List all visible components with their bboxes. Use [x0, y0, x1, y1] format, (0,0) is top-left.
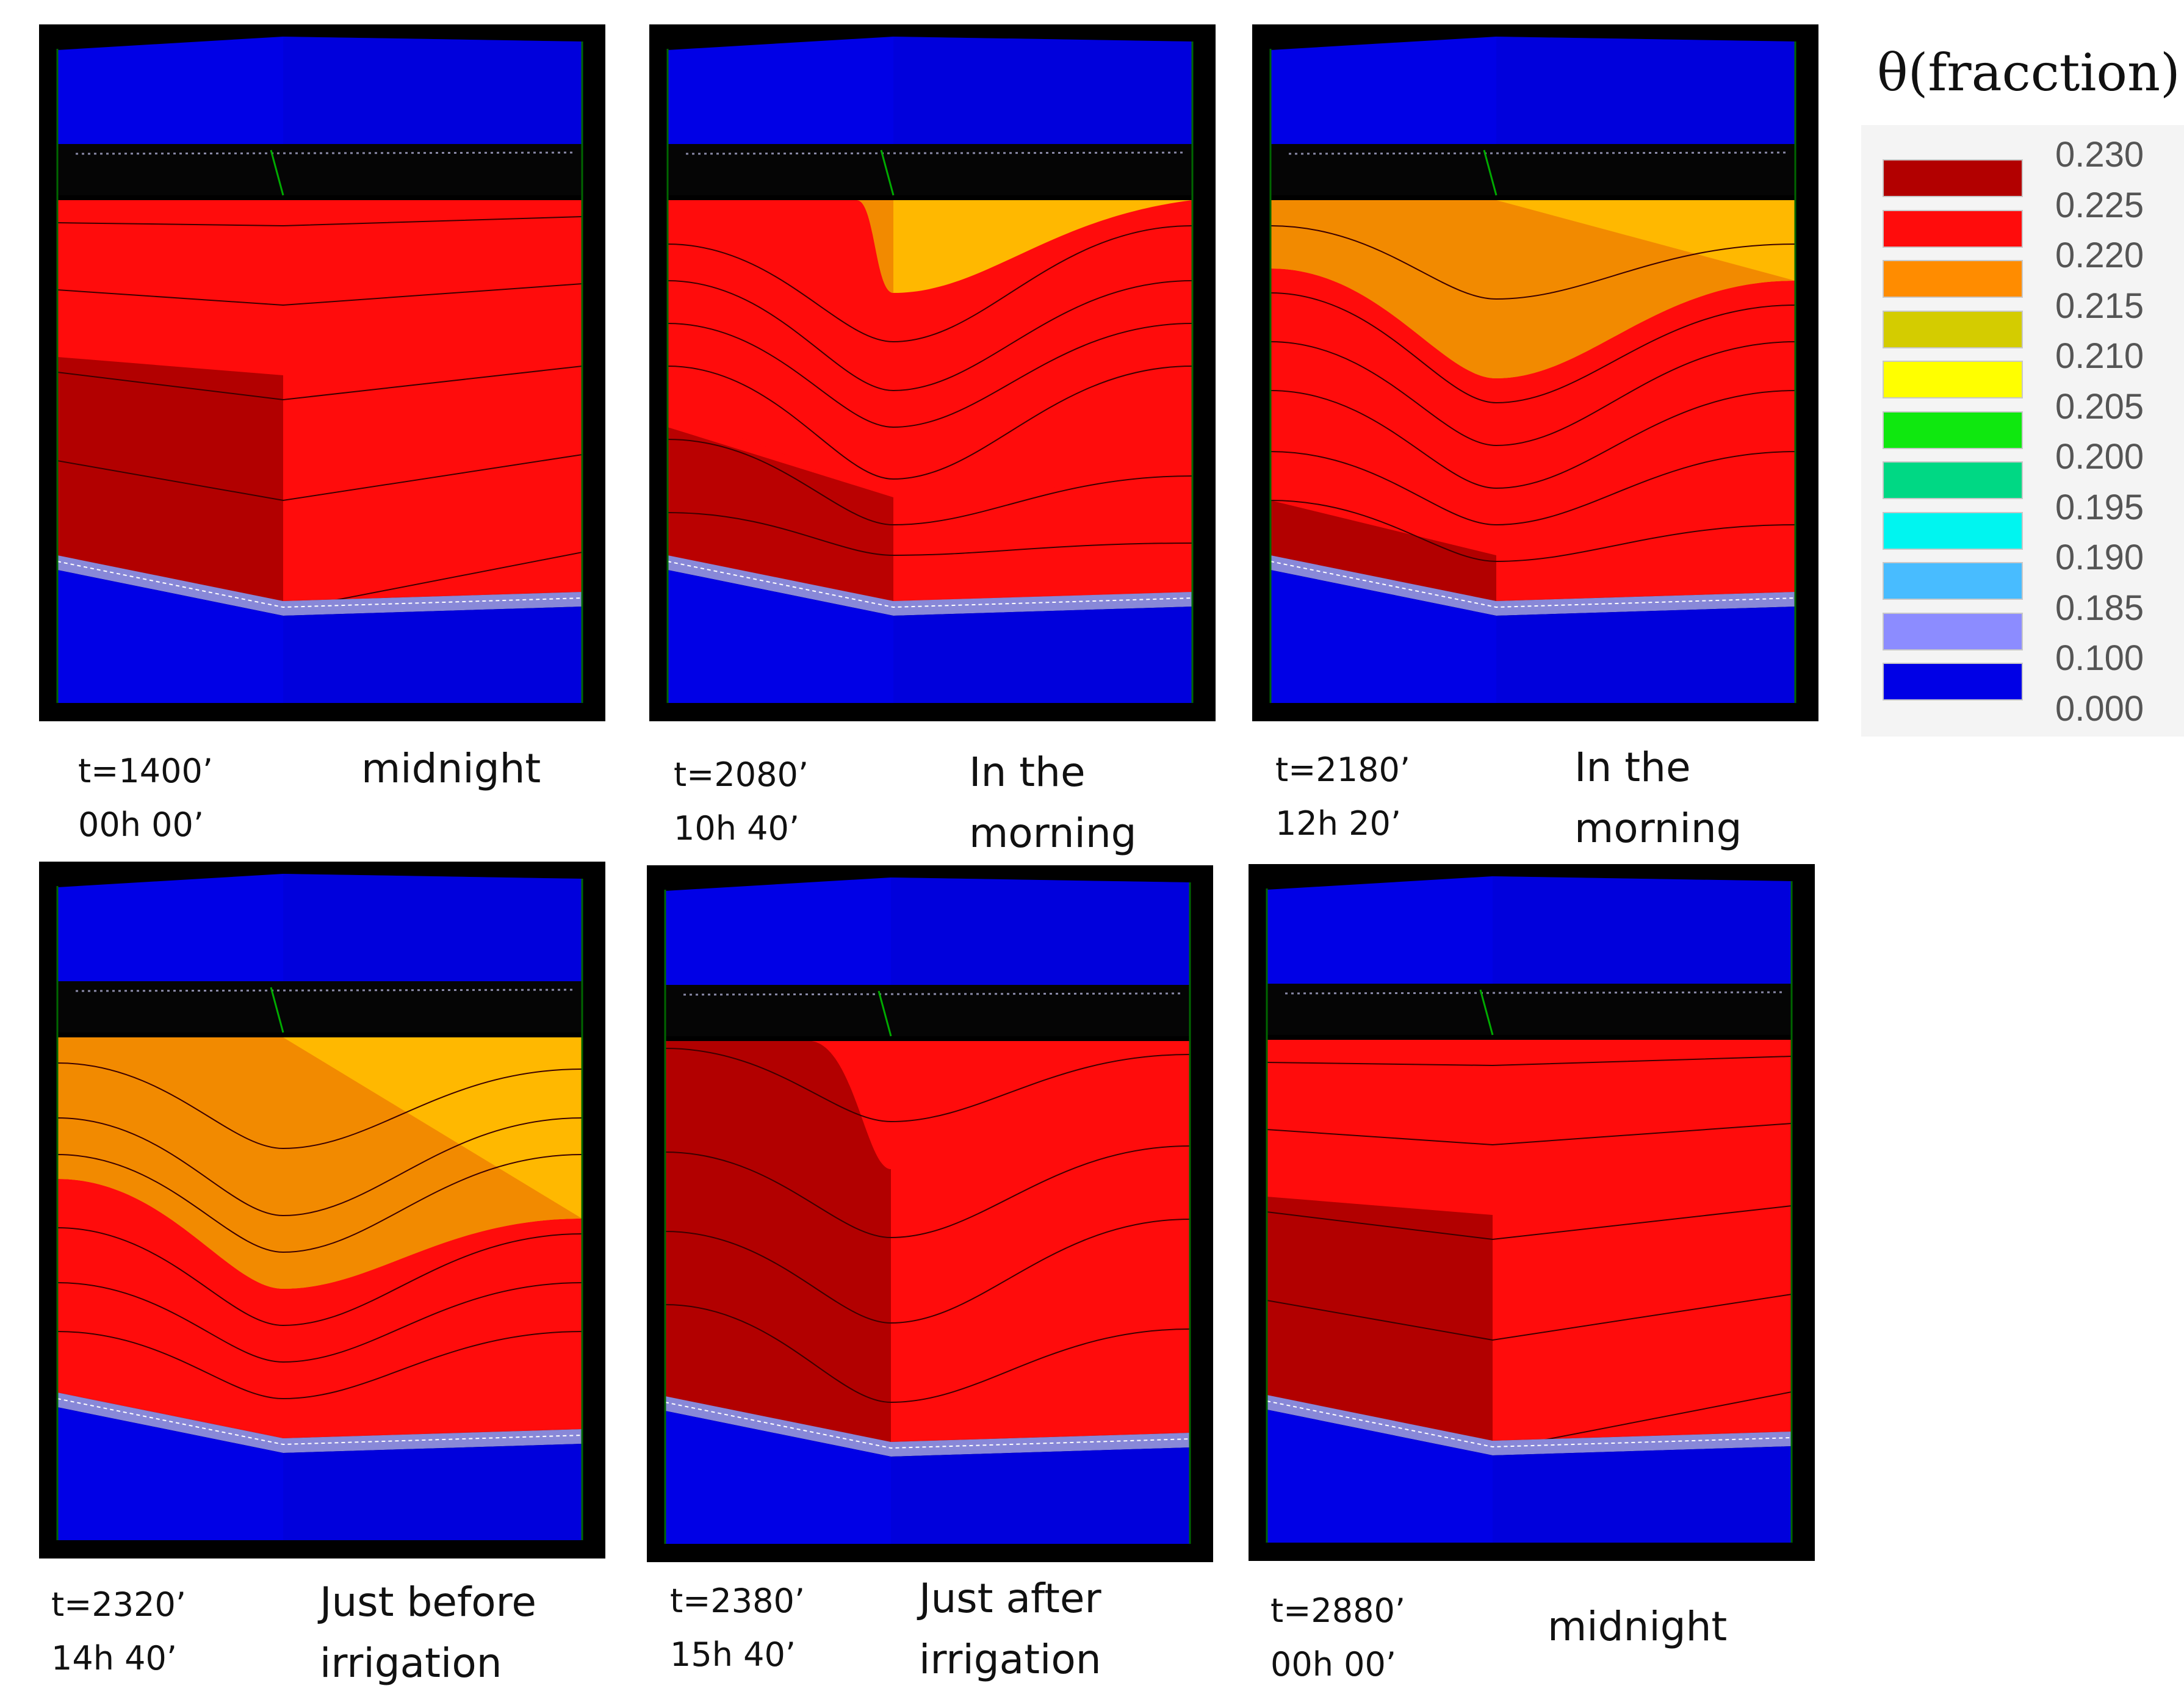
- legend-title: θ(fracction): [1877, 43, 2180, 103]
- membrane-layer: [1267, 1395, 1792, 1455]
- legend-value: 0.205: [2055, 386, 2144, 427]
- membrane-layer: [665, 1396, 1190, 1457]
- top-layer: [665, 877, 1190, 985]
- bottom-layer: [665, 1411, 1190, 1544]
- time-label: t=1400’ 00h 00’: [78, 752, 214, 844]
- membrane-layer: [1270, 555, 1795, 616]
- legend-value: 0.190: [2055, 538, 2144, 577]
- legend-value: 0.185: [2055, 588, 2144, 628]
- legend-value: 0.210: [2055, 336, 2144, 376]
- simulation-panel-2: [649, 24, 1216, 721]
- color-legend: θ(fracction) 0.230 0.225 0.220 0.215 0.210 0.…: [1860, 0, 2184, 744]
- membrane-layer: [668, 555, 1192, 616]
- legend-swatch: [1883, 612, 2023, 650]
- legend-value: 0.195: [2055, 487, 2144, 527]
- top-layer: [668, 37, 1192, 144]
- time-label: t=2320’ 14h 40’: [51, 1585, 187, 1677]
- bottom-layer: [1270, 570, 1795, 703]
- description-label: midnight: [361, 745, 541, 792]
- description-label: midnight: [1548, 1603, 1728, 1650]
- legend-swatch: [1883, 361, 2023, 398]
- legend-value: 0.220: [2055, 236, 2144, 275]
- top-layer: [1267, 876, 1792, 984]
- top-layer: [1270, 37, 1795, 144]
- legend-swatch: [1883, 461, 2023, 499]
- legend-swatch: [1883, 511, 2023, 550]
- description-label: Just before irrigation: [320, 1579, 536, 1687]
- simulation-panel-1: [39, 24, 605, 721]
- legend-swatch: [1883, 411, 2023, 449]
- time-label: t=2380’ 15h 40’: [670, 1582, 805, 1674]
- legend-value: 0.230: [2055, 135, 2144, 175]
- description-label: In the morning: [969, 749, 1137, 857]
- legend-swatch: [1883, 159, 2023, 197]
- bottom-layer: [57, 570, 582, 703]
- membrane-layer: [57, 555, 582, 616]
- time-label: t=2880’ 00h 00’: [1270, 1591, 1406, 1684]
- bottom-layer: [668, 570, 1192, 703]
- legend-value: 0.000: [2055, 688, 2144, 729]
- bottom-layer: [57, 1407, 582, 1540]
- legend-swatch: [1883, 562, 2023, 600]
- simulation-panel-4: [39, 862, 605, 1558]
- time-label: t=2180’ 12h 20’: [1275, 751, 1411, 843]
- legend-swatch: [1883, 260, 2023, 298]
- legend-value: 0.100: [2055, 638, 2144, 678]
- legend-swatch: [1883, 310, 2023, 348]
- top-layer: [57, 874, 582, 981]
- simulation-panel-3: [1252, 24, 1818, 721]
- legend-value: 0.200: [2055, 437, 2144, 477]
- time-label: t=2080’ 10h 40’: [674, 755, 809, 848]
- legend-box: 0.230 0.225 0.220 0.215 0.210 0.205 0.200 0.195…: [1861, 125, 2184, 737]
- simulation-panel-6: [1249, 864, 1815, 1561]
- legend-swatch: [1883, 209, 2023, 248]
- legend-value: 0.215: [2055, 286, 2144, 326]
- top-layer: [57, 37, 582, 144]
- legend-value: 0.225: [2055, 185, 2144, 225]
- legend-swatch: [1883, 663, 2023, 701]
- bottom-layer: [1267, 1410, 1792, 1543]
- description-label: In the morning: [1574, 744, 1742, 852]
- simulation-panel-5: [647, 865, 1213, 1562]
- description-label: Just after irrigation: [919, 1575, 1101, 1683]
- membrane-layer: [57, 1393, 582, 1453]
